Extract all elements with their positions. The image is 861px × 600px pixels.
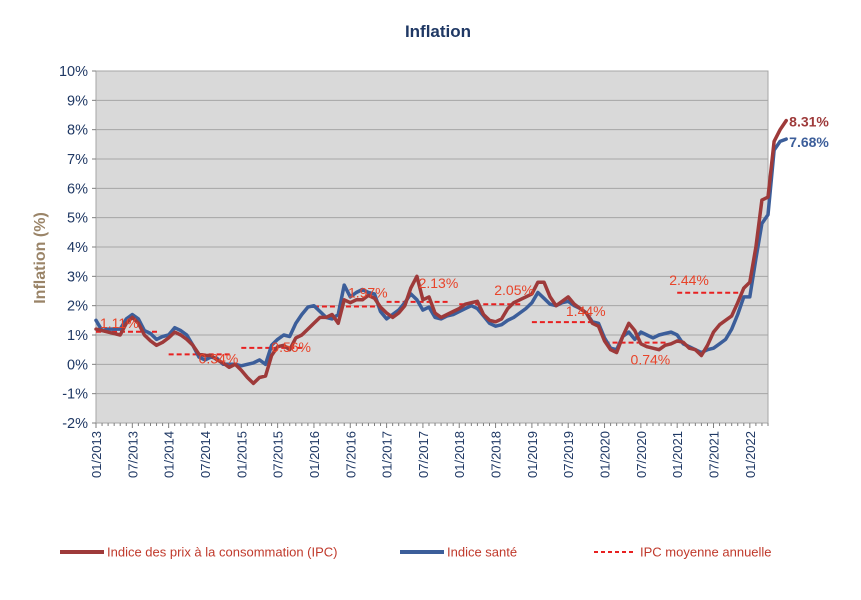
y-tick-label: 4% (67, 240, 88, 256)
x-tick-label: 01/2015 (234, 431, 249, 478)
annual-mean-label: 0.34% (199, 350, 239, 366)
y-tick-label: 7% (67, 152, 88, 168)
line-series (94, 118, 788, 386)
y-tick-label: 2% (67, 299, 88, 315)
annual-mean-label: 2.13% (419, 275, 459, 291)
y-tick-label: 0% (67, 357, 88, 373)
x-tick-label: 07/2015 (271, 431, 286, 478)
x-tick-label: 01/2018 (452, 431, 467, 478)
x-tick-label: 07/2017 (416, 431, 431, 478)
x-tick-label: 01/2016 (307, 431, 322, 478)
x-tick-label: 01/2020 (598, 431, 613, 478)
annual-mean-label: 1.11% (100, 315, 139, 331)
annual-mean-label: 1.97% (348, 285, 388, 301)
x-tick-label: 07/2014 (198, 431, 213, 478)
end-value-label: 7.68% (789, 134, 829, 150)
gridlines (96, 99, 768, 395)
legend: Indice des prix à la consommation (IPC) … (60, 545, 772, 560)
x-tick-label: 01/2017 (380, 431, 395, 478)
x-tick-label: 07/2020 (634, 431, 649, 478)
annual-mean-label: 1.44% (566, 303, 606, 319)
legend-label-ipc: Indice des prix à la consommation (IPC) (107, 545, 337, 560)
x-axis-ticks: 01/2013 07/2013 01/2014 07/2014 01/2015 07/20… (89, 423, 769, 478)
y-tick-label: 6% (67, 181, 88, 197)
legend-label-sante: Indice santé (447, 545, 517, 560)
y-tick-label: 5% (67, 211, 88, 227)
annual-mean-label: 0.56% (271, 339, 311, 355)
chart-title: Inflation (405, 22, 471, 41)
x-tick-label: 01/2013 (89, 431, 104, 478)
x-tick-label: 07/2019 (561, 431, 576, 478)
legend-label-mean: IPC moyenne annuelle (640, 545, 772, 560)
x-tick-label: 01/2019 (525, 431, 540, 478)
annual-mean-label: 2.44% (669, 272, 709, 288)
x-tick-label: 07/2021 (707, 431, 722, 478)
x-tick-label: 07/2016 (343, 431, 358, 478)
x-tick-label: 01/2022 (743, 431, 758, 478)
y-axis-ticks: -2% -1% 0% 1% 2% 3% 4% 5% 6% 7% 8% 9% 10% (59, 64, 96, 432)
y-tick-label: 8% (67, 123, 88, 139)
annual-mean-label: 2.05% (494, 282, 534, 298)
y-tick-label: 9% (67, 93, 88, 109)
y-axis-label: Inflation (%) (32, 212, 49, 304)
y-tick-label: 10% (59, 64, 88, 80)
annual-mean-labels: 1.11% 0.34% 0.56% 1.97% 2.13% 2.05% 1.44% 0.74%… (100, 272, 709, 368)
y-tick-label: 1% (67, 328, 88, 344)
x-tick-label: 07/2018 (489, 431, 504, 478)
y-tick-label: 3% (67, 269, 88, 285)
end-value-labels: 7.68% 8.31% (789, 114, 829, 150)
y-tick-label: -1% (62, 387, 88, 403)
end-value-label: 8.31% (789, 114, 829, 130)
annual-mean-label: 0.74% (631, 352, 671, 368)
x-tick-label: 01/2021 (670, 431, 685, 478)
series-line (94, 118, 788, 386)
x-tick-label: 01/2014 (162, 431, 177, 478)
y-tick-label: -2% (62, 416, 88, 432)
x-tick-label: 07/2013 (125, 431, 140, 478)
